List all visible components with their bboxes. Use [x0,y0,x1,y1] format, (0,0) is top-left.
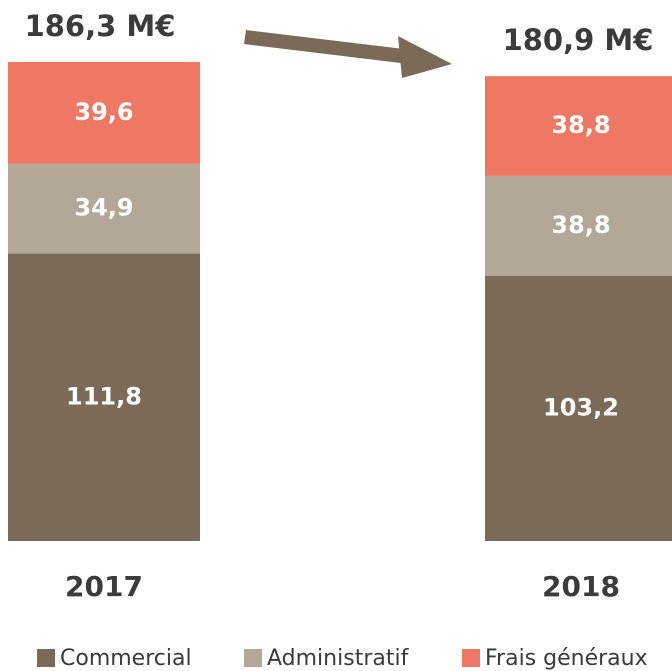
legend-swatch [244,649,262,667]
bar-segment [485,76,672,176]
bar-segment [8,253,200,541]
legend-label: Commercial [60,646,192,671]
data-label: 39,6 [74,98,133,126]
x-tick-label: 2018 [542,570,620,603]
bar-segment [485,275,672,541]
total-label: 186,3 M€ [25,9,176,43]
legend-swatch [462,649,480,667]
data-label: 38,8 [551,111,610,139]
data-label: 38,8 [551,211,610,239]
data-label: 103,2 [543,393,619,421]
data-label: 34,9 [74,194,133,222]
x-tick-label: 2017 [65,570,143,603]
total-label: 180,9 M€ [503,23,654,57]
arrow [244,30,452,78]
bar-segment [8,62,200,164]
legend-label: Administratif [267,646,410,671]
data-label: 111,8 [66,382,142,410]
bar-segment [485,175,672,276]
bar-segment [8,163,200,254]
legend-label: Frais généraux [485,646,648,671]
legend-swatch [37,649,55,667]
